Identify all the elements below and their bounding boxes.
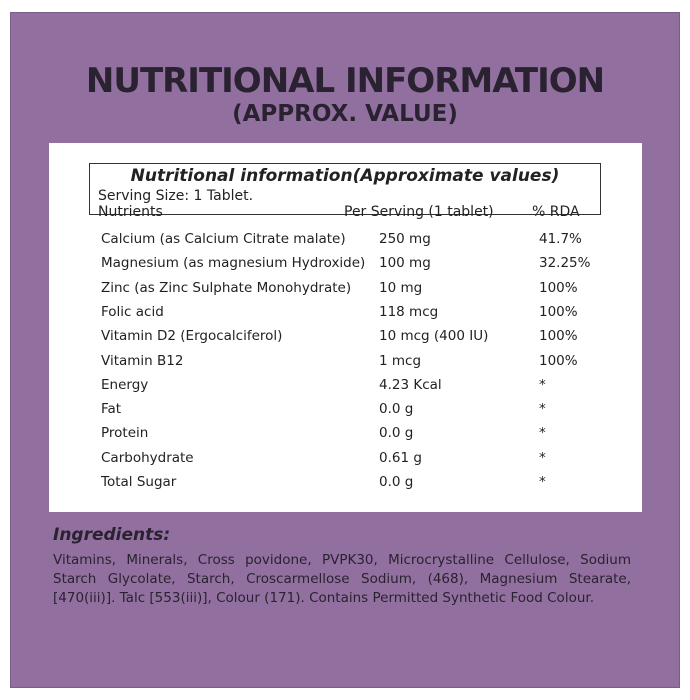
table-cell: 41.7%	[539, 231, 582, 247]
column-header: Nutrients	[98, 204, 163, 220]
table-cell: Magnesium (as magnesium Hydroxide)	[101, 255, 366, 272]
table-cell: 118 mcg	[379, 303, 439, 320]
table-cell: 0.61 g	[379, 449, 422, 466]
table-cell: *	[539, 376, 546, 393]
table-cell: 100 mg	[379, 255, 431, 272]
table-cell: 10 mg	[379, 279, 423, 296]
table-cell: Zinc (as Zinc Sulphate Monohydrate)	[101, 279, 352, 296]
column-header: % RDA	[532, 204, 580, 220]
table-cell: 32.25%	[539, 255, 591, 272]
table-cell: Total Sugar	[101, 474, 177, 490]
table-cell: 10 mcg (400 IU)	[379, 328, 489, 345]
table-cell: Energy	[101, 376, 149, 393]
table-cell: Calcium (as Calcium Citrate malate)	[101, 231, 346, 247]
table-card: Nutritional information(Approximate valu…	[49, 143, 642, 512]
table-cell: 1 mcg	[379, 352, 422, 369]
subtitle: (APPROX. VALUE)	[232, 101, 458, 127]
table-header-box: Nutritional information(Approximate valu…	[89, 163, 601, 220]
table-cell: 100%	[539, 279, 578, 296]
table-cell: 250 mg	[379, 231, 431, 247]
title: NUTRITIONAL INFORMATION	[85, 61, 605, 101]
table-cell: 100%	[539, 352, 578, 369]
panel: NUTRITIONAL INFORMATION (APPROX. VALUE) …	[10, 12, 680, 688]
table-cell: Carbohydrate	[101, 449, 194, 466]
table-cell: Folic acid	[101, 303, 164, 320]
table-cell: Fat	[101, 401, 122, 418]
column-header: Per Serving (1 tablet)	[344, 204, 494, 220]
table-cell: 4.23 Kcal	[379, 376, 442, 393]
table-cell: Vitamin B12	[101, 352, 184, 369]
ingredients-text: Vitamins, Minerals, Cross povidone, PVPK…	[53, 552, 631, 606]
ingredients-heading: Ingredients:	[53, 525, 171, 545]
table-cell: 0.0 g	[379, 474, 414, 490]
table-cell: 0.0 g	[379, 401, 414, 418]
table-cell: 100%	[539, 303, 578, 320]
table-cell: *	[539, 449, 546, 466]
table-cell: 100%	[539, 328, 578, 345]
table-cell: *	[539, 425, 546, 442]
table-cell: Vitamin D2 (Ergocalciferol)	[101, 328, 283, 345]
table-cell: 0.0 g	[379, 425, 414, 442]
serving: Serving Size: 1 Tablet.	[98, 188, 254, 204]
table-cell: *	[539, 401, 546, 418]
table-cell: *	[539, 474, 546, 490]
table-cell: Protein	[101, 425, 149, 442]
table-title: Nutritional information(Approximate valu…	[130, 166, 560, 186]
